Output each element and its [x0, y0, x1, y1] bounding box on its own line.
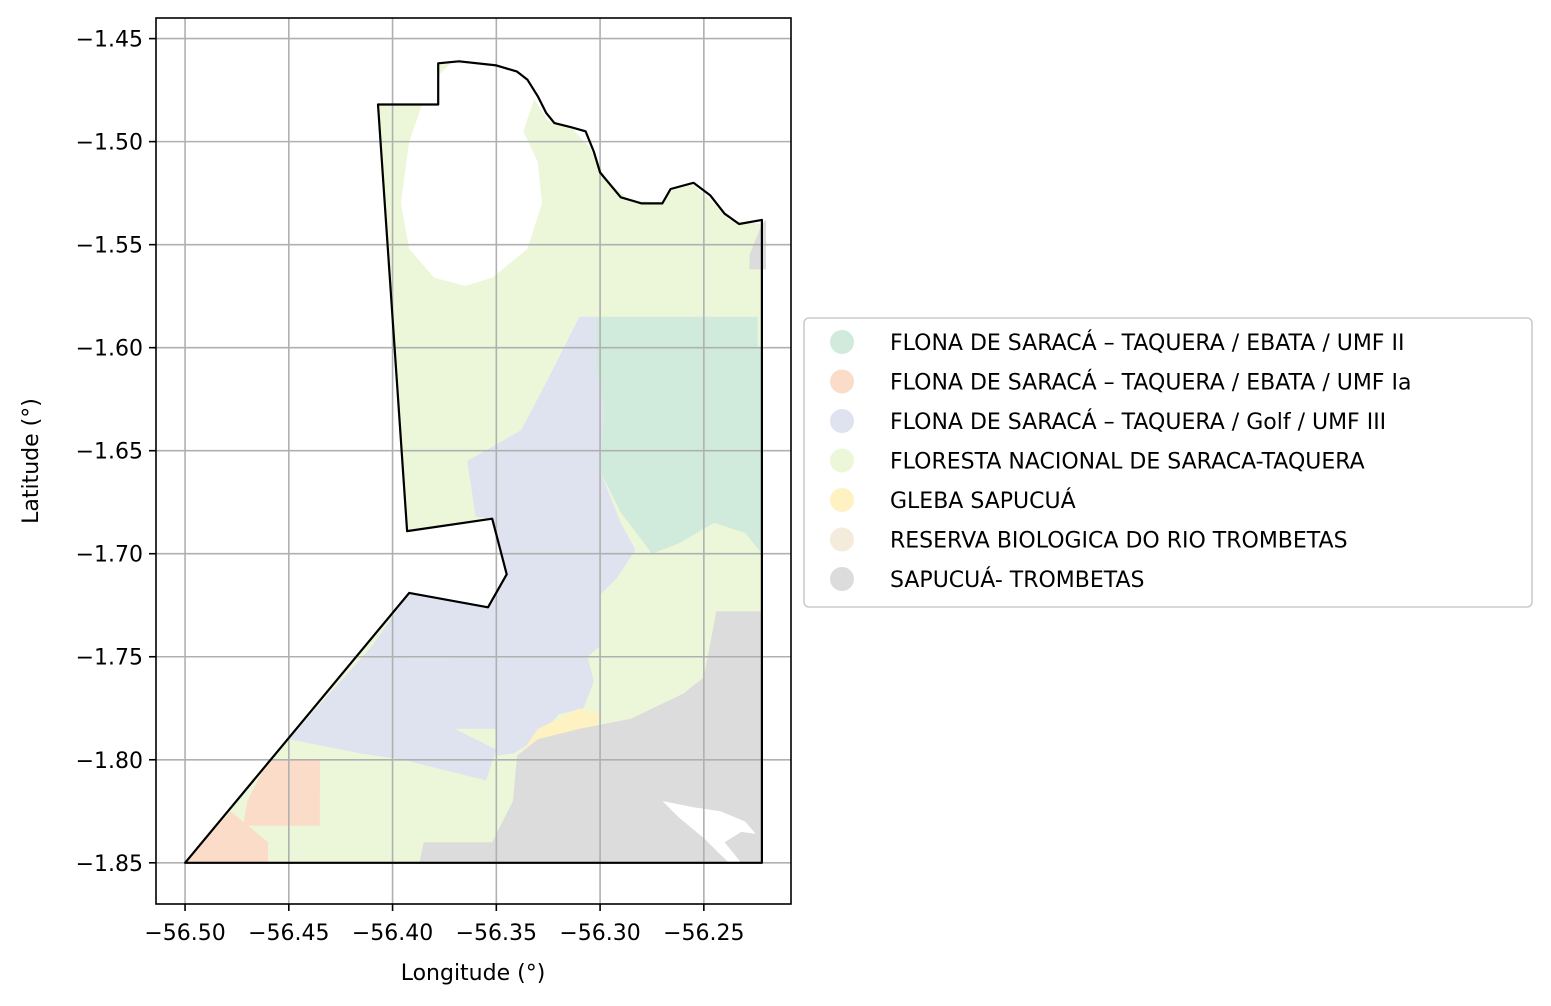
legend-marker-1	[830, 369, 854, 394]
x-tick-label-2: −56.40	[352, 921, 433, 946]
region-sapucu-trombetas-9	[419, 611, 762, 863]
legend-marker-5	[830, 527, 854, 552]
y-tick-label-4: −1.65	[76, 440, 143, 465]
legend-frame	[803, 317, 1533, 608]
y-tick-label-7: −1.80	[76, 749, 143, 774]
y-tick-label-6: −1.75	[76, 646, 143, 671]
x-axis-label: Longitude (°)	[401, 961, 546, 986]
region-flona-de-sarac-taquera-ebata-umf-ia-6	[185, 811, 269, 863]
x-tick-label-3: −56.35	[456, 921, 537, 946]
region-white-gap-north-1	[400, 63, 542, 286]
x-tick-label-1: −56.45	[248, 921, 329, 946]
legend-label-2: FLONA DE SARACÁ – TAQUERA / Golf / UMF I…	[890, 409, 1386, 435]
region-white-cut-east-11	[662, 801, 756, 863]
region-flona-de-sarac-taquera-golf-umf-iii-2	[371, 316, 636, 756]
grid-layer	[156, 18, 791, 904]
y-tick-label-2: −1.55	[76, 234, 143, 259]
legend-label-3: FLORESTA NACIONAL DE SARACA-TAQUERA	[890, 450, 1365, 475]
y-axis-label: Latitude (°)	[19, 398, 44, 524]
x-tick-label-0: −56.50	[144, 921, 225, 946]
y-tick-label-5: −1.70	[76, 543, 143, 568]
legend-marker-3	[830, 448, 854, 473]
ticks-layer: −56.50 −56.45 −56.40 −56.35 −56.30 −56.25 −1.4…	[76, 28, 745, 946]
y-tick-label-8: −1.85	[76, 852, 143, 877]
x-tick-label-4: −56.30	[559, 921, 640, 946]
y-tick-label-3: −1.60	[76, 337, 143, 362]
legend-label-6: SAPUCUÁ- TROMBETAS	[890, 567, 1145, 593]
legend-label-0: FLONA DE SARACÁ – TAQUERA / EBATA / UMF …	[890, 330, 1404, 356]
boundary-layer	[184, 60, 764, 864]
legend: FLONA DE SARACÁ – TAQUERA / EBATA / UMF …	[803, 317, 1533, 608]
y-tick-label-0: −1.45	[76, 28, 143, 53]
legend-marker-0	[830, 330, 854, 354]
legend-label-5: RESERVA BIOLOGICA DO RIO TROMBETAS	[890, 529, 1348, 554]
legend-marker-2	[830, 409, 854, 433]
region-flona-de-sarac-taquera-ebata-umf-ii-4	[595, 316, 762, 554]
x-tick-label-5: −56.25	[663, 921, 744, 946]
plot-frame	[155, 17, 792, 905]
region-flona-de-sarac-taquera-ebata-umf-ia-5	[243, 759, 320, 826]
study-area-boundary	[184, 60, 764, 864]
legend-marker-4	[830, 488, 854, 512]
legend-marker-6	[830, 567, 854, 591]
legend-label-1: FLONA DE SARACÁ – TAQUERA / EBATA / UMF …	[890, 370, 1411, 396]
legend-label-4: GLEBA SAPUCUÁ	[890, 488, 1076, 514]
y-tick-label-1: −1.50	[76, 131, 143, 156]
